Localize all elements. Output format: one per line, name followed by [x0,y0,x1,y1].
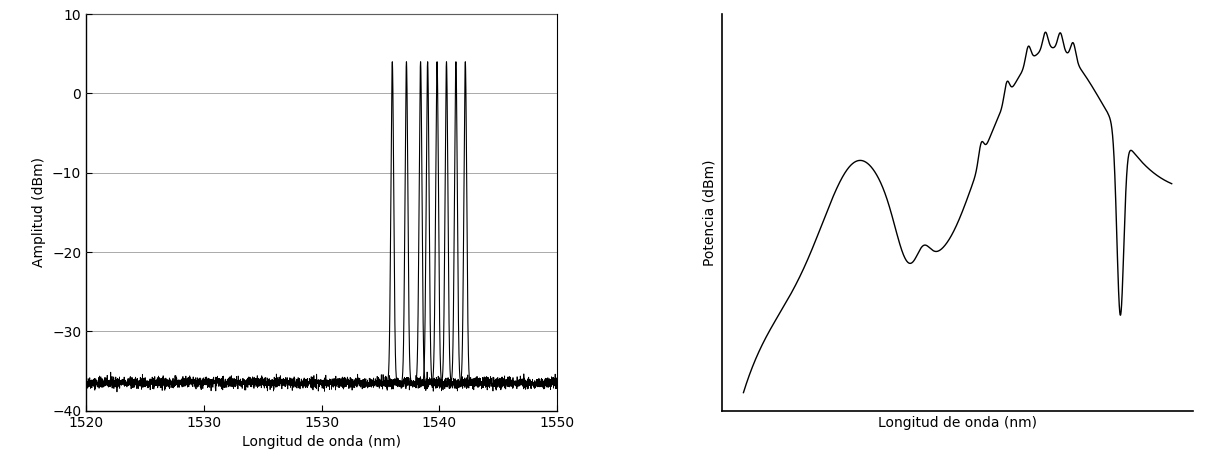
X-axis label: Longitud de onda (nm): Longitud de onda (nm) [242,435,401,449]
Y-axis label: Potencia (dBm): Potencia (dBm) [702,159,717,266]
Y-axis label: Amplitud (dBm): Amplitud (dBm) [32,157,47,268]
X-axis label: Longitud de onda (nm): Longitud de onda (nm) [878,416,1037,430]
